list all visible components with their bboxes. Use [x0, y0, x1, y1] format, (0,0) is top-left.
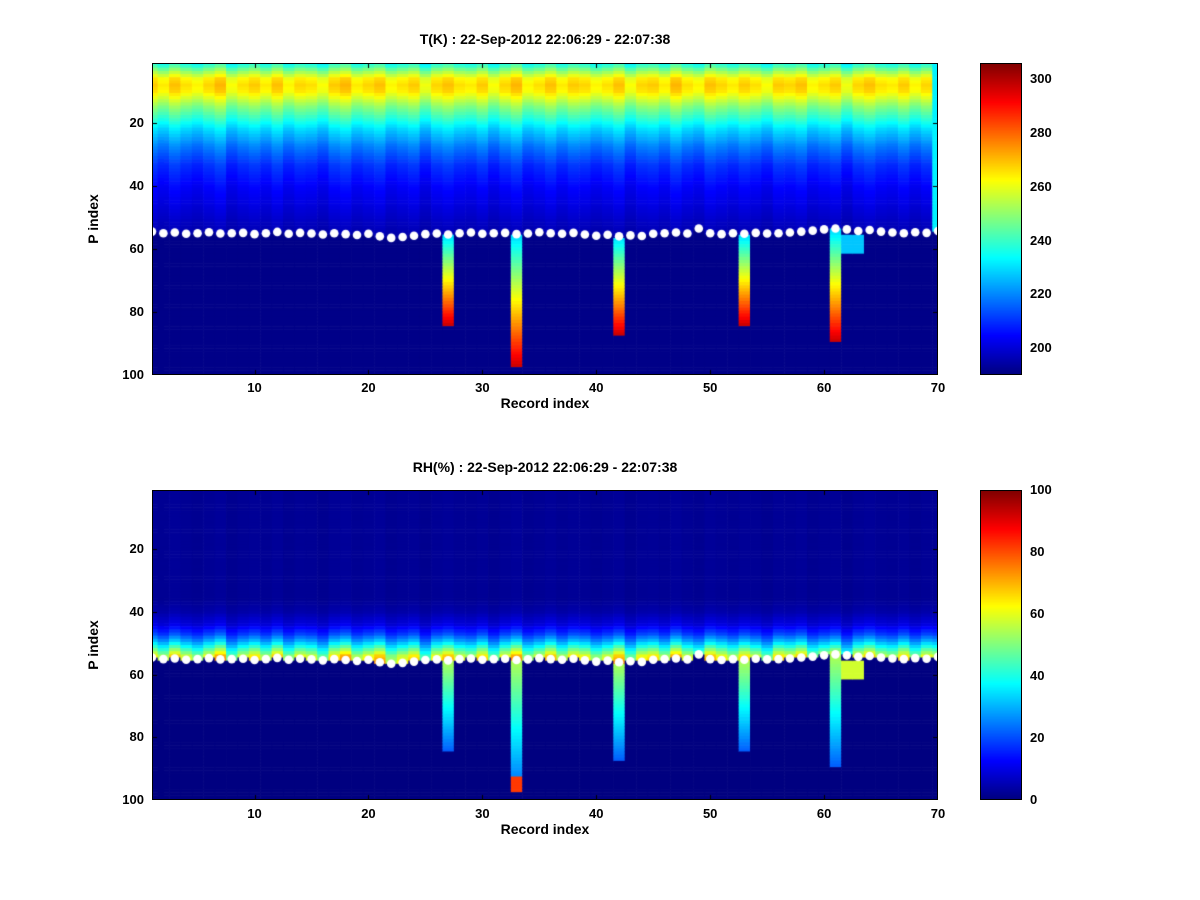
y-tick-label: 100 — [122, 367, 144, 382]
plot1-title: T(K) : 22-Sep-2012 22:06:29 - 22:07:38 — [419, 31, 671, 47]
x-tick-label: 30 — [475, 806, 490, 821]
x-tick-label: 20 — [361, 806, 376, 821]
x-tick-label: 60 — [816, 806, 832, 821]
x-tick-label: 50 — [702, 806, 718, 821]
x-tick-label: 40 — [589, 806, 604, 821]
x-tick-label: 20 — [361, 380, 376, 395]
x-tick-label: 40 — [589, 380, 604, 395]
colorbar-tick-label: 40 — [1030, 668, 1045, 683]
plot2-heatmap — [152, 490, 938, 800]
plot2-xlabel: Record index — [500, 821, 590, 837]
plot1-ylabel: P index — [85, 194, 101, 244]
plot1-colorbar — [980, 63, 1022, 375]
colorbar-tick-label: 100 — [1030, 482, 1052, 497]
colorbar-tick-label: 0 — [1030, 792, 1038, 807]
colorbar-tick-label: 200 — [1030, 340, 1052, 356]
colorbar-tick-label: 60 — [1030, 606, 1045, 621]
x-tick-label: 70 — [930, 806, 946, 821]
x-tick-label: 70 — [930, 380, 946, 395]
plot2-colorbar — [980, 490, 1022, 800]
colorbar-tick-label: 280 — [1030, 124, 1052, 140]
x-tick-label: 30 — [475, 380, 490, 395]
colorbar-tick-label: 220 — [1030, 286, 1052, 302]
colorbar-tick-label: 260 — [1030, 178, 1052, 194]
plot1-xlabel: Record index — [500, 395, 590, 411]
x-tick-label: 10 — [247, 380, 262, 395]
colorbar-tick-label: 20 — [1030, 730, 1045, 745]
x-tick-label: 60 — [816, 380, 832, 395]
colorbar-tick-label: 300 — [1030, 71, 1052, 87]
y-tick-label: 40 — [129, 604, 144, 620]
colorbar-tick-label: 240 — [1030, 232, 1052, 248]
y-tick-label: 20 — [129, 114, 144, 130]
plot2-ylabel: P index — [85, 620, 101, 670]
x-tick-label: 10 — [247, 806, 262, 821]
y-tick-label: 80 — [129, 729, 144, 745]
y-tick-label: 20 — [129, 541, 144, 557]
plot1-heatmap — [152, 63, 938, 375]
colorbar-tick-label: 80 — [1030, 544, 1045, 559]
y-tick-label: 80 — [129, 303, 144, 319]
plot2-title: RH(%) : 22-Sep-2012 22:06:29 - 22:07:38 — [412, 459, 678, 475]
x-tick-label: 50 — [702, 380, 718, 395]
y-tick-label: 60 — [129, 240, 144, 256]
y-tick-label: 60 — [129, 666, 144, 682]
y-tick-label: 40 — [129, 177, 144, 193]
y-tick-label: 100 — [122, 792, 144, 807]
